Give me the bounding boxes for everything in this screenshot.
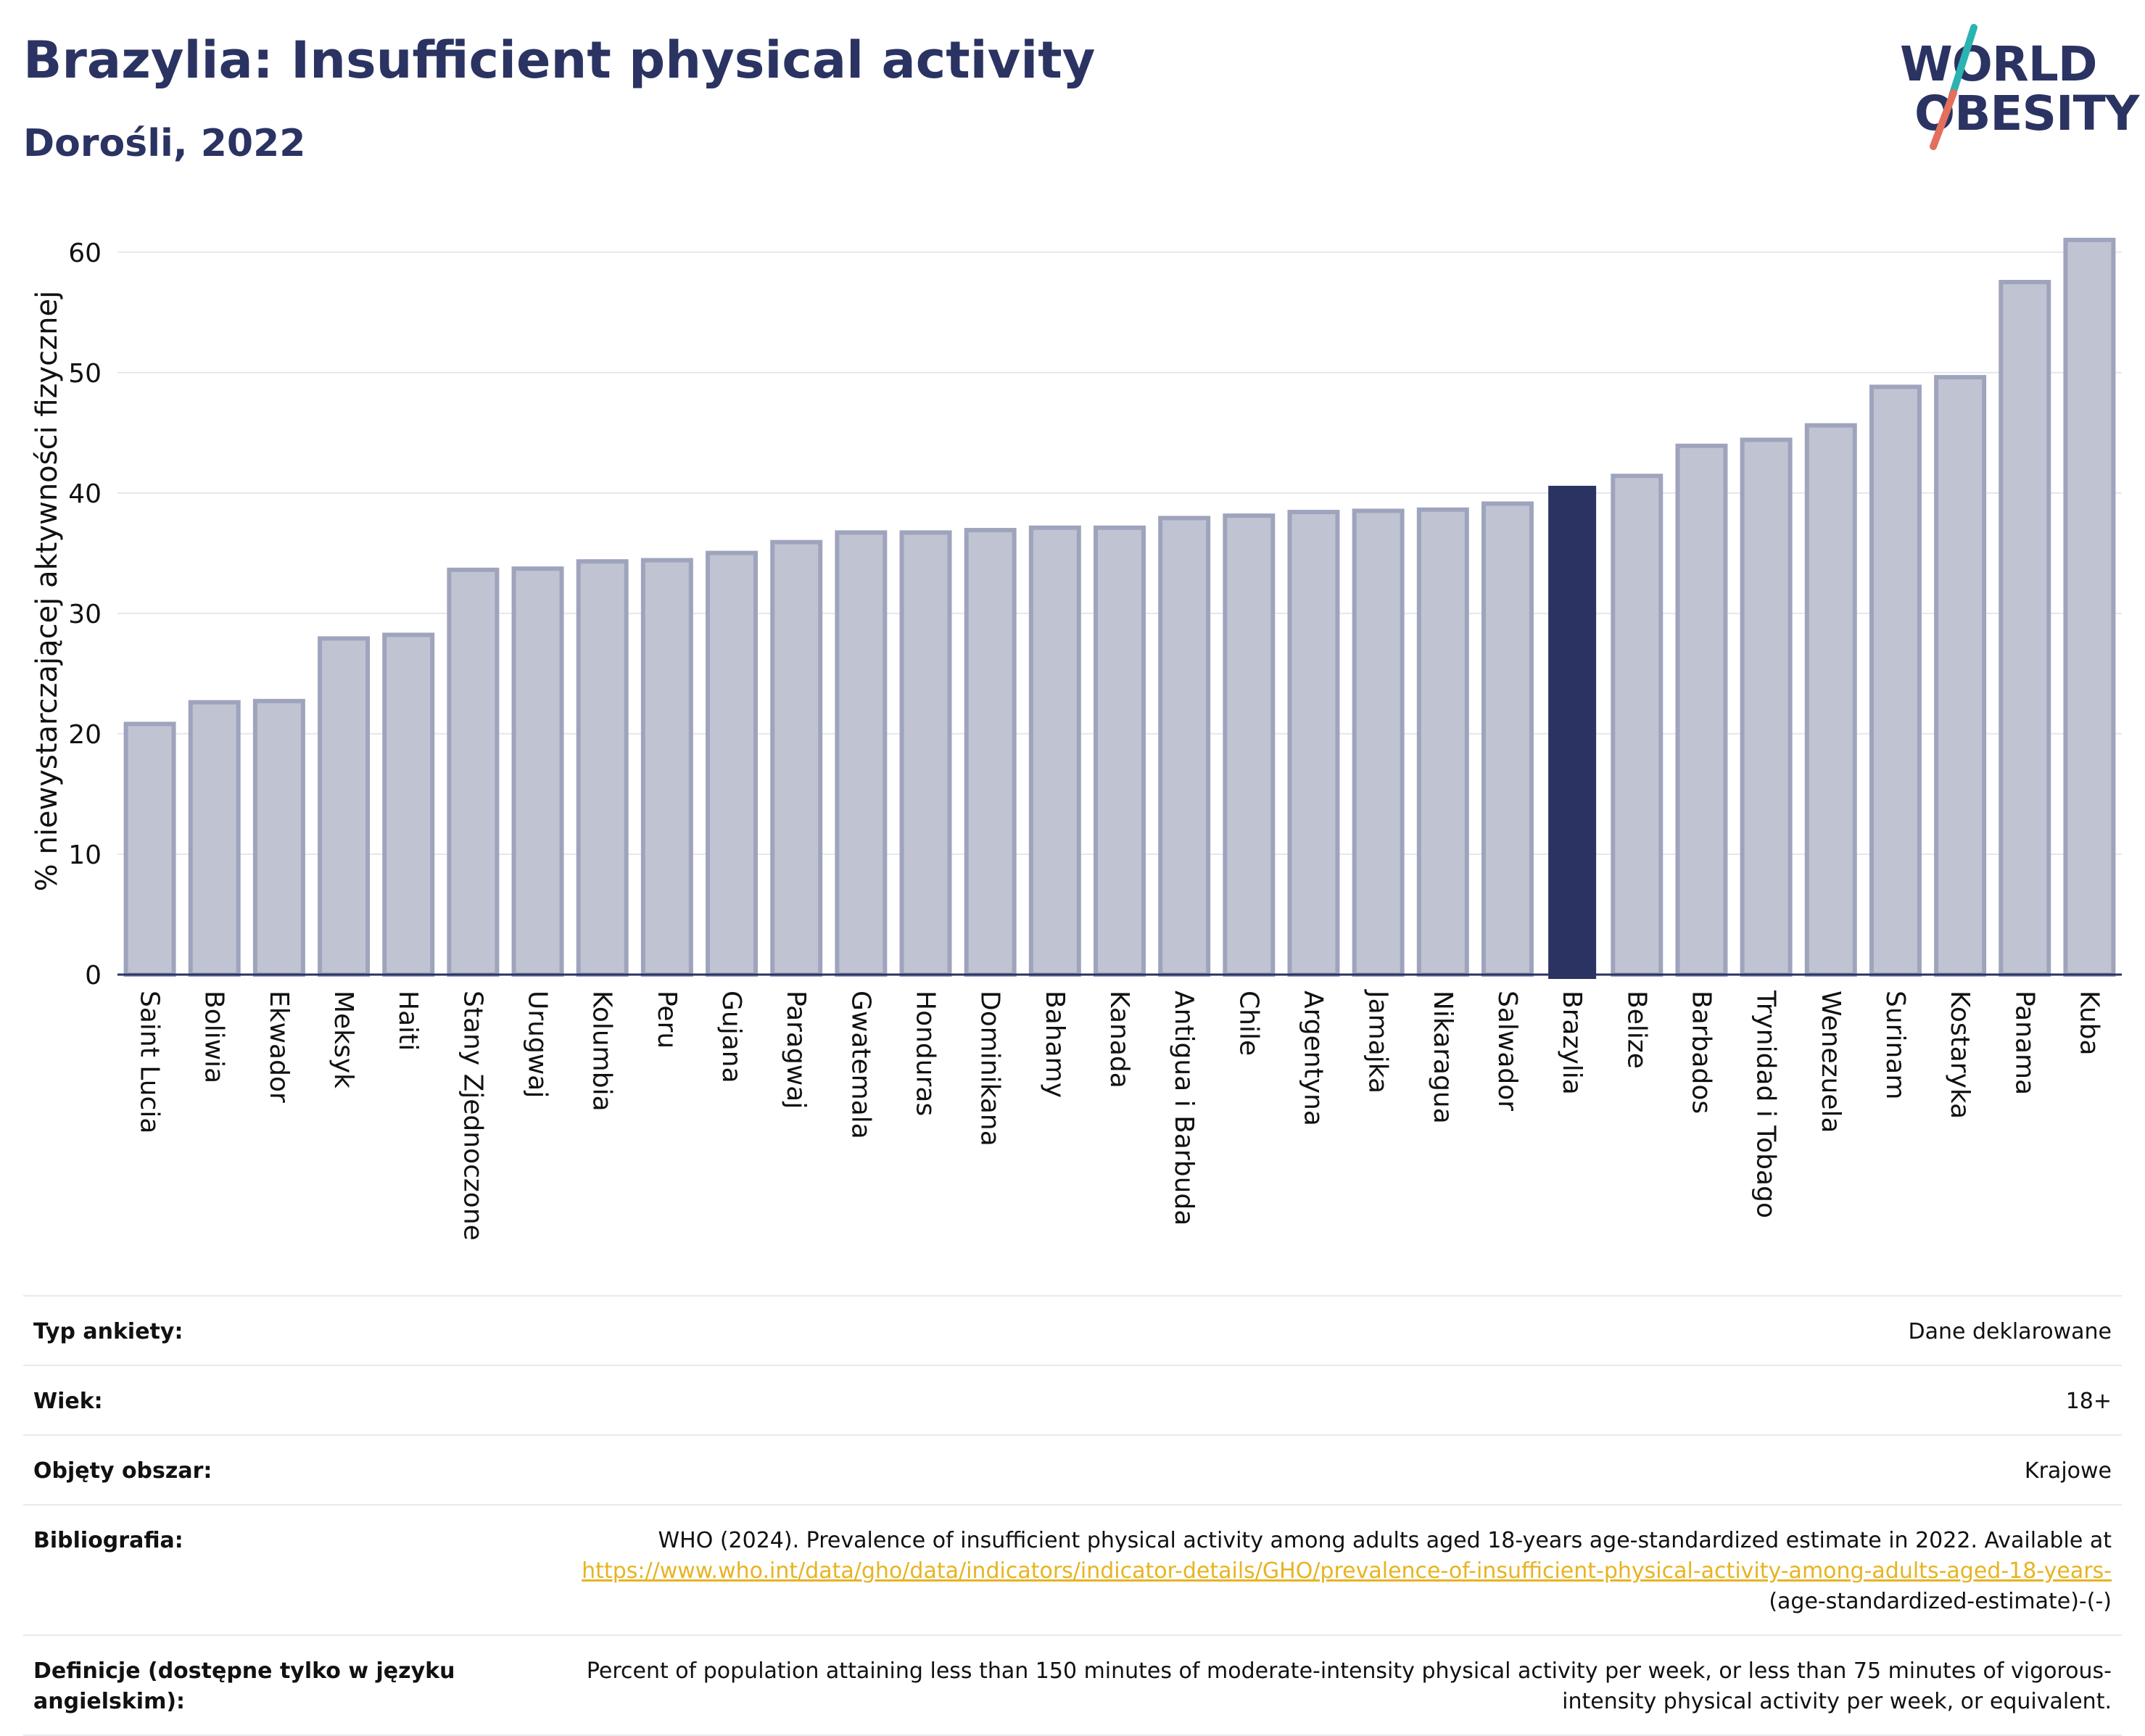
bar xyxy=(1094,525,1146,977)
y-tick-label: 60 xyxy=(68,239,102,268)
bar xyxy=(2063,237,2116,977)
definition-label: Definicje (dostępne tylko w języku angie… xyxy=(33,1658,455,1714)
x-tick-label: Honduras xyxy=(911,991,941,1116)
age-value: 18+ xyxy=(2065,1389,2112,1414)
bibliography-text: WHO (2024). Prevalence of insufficient p… xyxy=(658,1528,2112,1553)
bar xyxy=(1287,510,1340,977)
bar xyxy=(1869,384,1922,977)
bars xyxy=(123,237,2116,979)
meta-row-bibliography: Bibliografia: WHO (2024). Prevalence of … xyxy=(23,1504,2122,1634)
bar xyxy=(770,540,823,977)
bar xyxy=(447,567,500,977)
x-tick-label: Belize xyxy=(1621,991,1651,1069)
area-value: Krajowe xyxy=(2024,1458,2112,1484)
x-tick-label: Gujana xyxy=(716,991,746,1083)
bar xyxy=(706,550,759,977)
bar xyxy=(1481,501,1534,977)
y-tick-label: 40 xyxy=(68,479,102,509)
x-tick-label: Kuba xyxy=(2074,991,2104,1056)
x-tick-label: Stany Zjednoczone xyxy=(458,991,487,1241)
x-tick-label: Nikaragua xyxy=(1428,991,1458,1124)
x-tick-label: Kostaryka xyxy=(1945,991,1975,1119)
bar xyxy=(576,559,629,977)
chart-subtitle: Dorośli, 2022 xyxy=(23,122,306,165)
x-tick-label: Barbados xyxy=(1686,991,1716,1114)
bar xyxy=(318,636,371,977)
x-tick-label: Urugwaj xyxy=(523,991,553,1098)
x-tick-label: Gwatemala xyxy=(846,991,875,1139)
x-tick-label: Trynidad i Tobago xyxy=(1751,990,1781,1218)
definition-value: Percent of population attaining less tha… xyxy=(586,1658,2112,1714)
x-tick-label: Bahamy xyxy=(1040,991,1070,1098)
bar xyxy=(1740,437,1793,977)
bar xyxy=(511,566,564,977)
bar-chart: 0 10 20 30 40 50 60 Saint Lucia Boliwia Ekwador Me… xyxy=(30,237,2122,1241)
bar xyxy=(1804,423,1857,977)
x-tick-label: Jamajka xyxy=(1363,989,1393,1094)
x-tick-label: Ekwador xyxy=(264,991,294,1103)
x-tick-label: Surinam xyxy=(1880,991,1910,1099)
bar xyxy=(1999,279,2051,977)
chart-title: Brazylia: Insufficient physical activity xyxy=(23,30,1096,90)
bar xyxy=(252,698,305,977)
y-tick-label: 30 xyxy=(68,600,102,629)
area-label: Objęty obszar: xyxy=(33,1458,212,1484)
x-tick-label: Haiti xyxy=(393,991,423,1051)
axes: 0 10 20 30 40 50 60 Saint Lucia Boliwia Ekwador Me… xyxy=(68,239,2122,1241)
bar xyxy=(188,700,241,977)
logo-slash-icon xyxy=(1930,24,1977,150)
bibliography-suffix: (age-standardized-estimate)-(-) xyxy=(1769,1589,2112,1614)
bar xyxy=(1416,507,1469,977)
x-tick-label: Meksyk xyxy=(328,991,358,1088)
x-tick-label: Dominikana xyxy=(975,991,1005,1146)
age-label: Wiek: xyxy=(33,1389,103,1414)
bar xyxy=(1352,508,1405,977)
bar xyxy=(1934,375,1987,977)
x-tick-label: Panama xyxy=(2009,991,2039,1095)
bar-highlighted xyxy=(1548,485,1597,979)
bar xyxy=(382,632,435,977)
x-tick-label: Antigua i Barbuda xyxy=(1169,991,1199,1225)
x-tick-label: Brazylia xyxy=(1557,991,1587,1095)
bar xyxy=(1028,525,1081,977)
bar xyxy=(899,530,952,977)
bar xyxy=(640,558,693,977)
y-tick-label: 10 xyxy=(68,840,102,870)
bar xyxy=(835,530,888,977)
x-tick-label: Chile xyxy=(1233,991,1263,1056)
x-tick-label: Boliwia xyxy=(199,991,229,1083)
y-tick-label: 0 xyxy=(85,961,102,991)
bibliography-link[interactable]: https://www.who.int/data/gho/data/indica… xyxy=(582,1558,2112,1584)
bar xyxy=(1675,443,1728,977)
bibliography-label: Bibliografia: xyxy=(33,1528,183,1553)
x-tick-label: Kanada xyxy=(1104,991,1134,1088)
bar xyxy=(1223,513,1276,977)
y-tick-label: 20 xyxy=(68,720,102,750)
bar xyxy=(123,722,176,977)
meta-row-survey: Typ ankiety: Dane deklarowane xyxy=(23,1295,2122,1365)
x-tick-label: Paragwaj xyxy=(781,991,811,1109)
x-tick-label: Argentyna xyxy=(1298,991,1328,1126)
x-tick-label: Peru xyxy=(652,991,682,1049)
survey-type-value: Dane deklarowane xyxy=(1908,1319,2112,1344)
meta-row-definition: Definicje (dostępne tylko w języku angie… xyxy=(23,1634,2122,1736)
x-tick-label: Wenezuela xyxy=(1816,991,1846,1133)
y-tick-label: 50 xyxy=(68,359,102,389)
world-obesity-logo: WORLD OBESITY xyxy=(1885,22,2139,152)
metadata-table: Typ ankiety: Dane deklarowane Wiek: 18+ … xyxy=(23,1295,2122,1736)
bar xyxy=(964,528,1017,977)
survey-type-label: Typ ankiety: xyxy=(33,1319,183,1344)
y-axis-label: % niewystarczającej aktywności fizycznej xyxy=(30,291,64,892)
meta-row-area: Objęty obszar: Krajowe xyxy=(23,1434,2122,1504)
x-tick-label: Kolumbia xyxy=(587,991,617,1112)
x-tick-label: Saint Lucia xyxy=(135,991,165,1133)
logo-text-world: WORLD xyxy=(1900,36,2098,92)
x-tick-label: Salwador xyxy=(1492,991,1522,1111)
bibliography-value: WHO (2024). Prevalence of insufficient p… xyxy=(531,1526,2112,1617)
meta-row-age: Wiek: 18+ xyxy=(23,1365,2122,1434)
bar xyxy=(1611,474,1663,977)
bar xyxy=(1158,516,1211,977)
